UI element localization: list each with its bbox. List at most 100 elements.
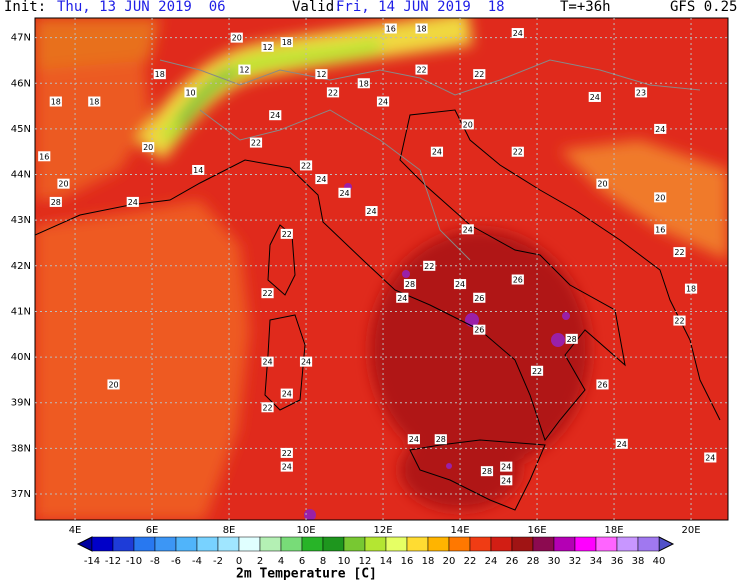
label-box <box>530 365 544 376</box>
lat-tick-label: 46N <box>11 78 31 89</box>
lon-tick-label: 14E <box>451 525 470 536</box>
label-value: 26 <box>513 275 523 284</box>
colorbar-tick-label: -10 <box>126 556 142 567</box>
lon-tick-label: 18E <box>605 525 624 536</box>
temperature-label: 26 <box>596 379 609 390</box>
temperature-label: 22 <box>415 64 428 75</box>
label-box <box>565 333 578 344</box>
label-value: 22 <box>282 230 292 239</box>
label-value: 18 <box>89 98 99 107</box>
temperature-label: 22 <box>280 228 293 239</box>
colorbar-tick-label: -14 <box>84 556 100 567</box>
temperature-label: 24 <box>376 96 390 107</box>
label-box <box>403 279 417 290</box>
label-box <box>596 379 609 390</box>
temperature-label: 24 <box>500 461 513 472</box>
label-box <box>596 178 609 189</box>
label-value: 10 <box>185 88 195 97</box>
label-value: 22 <box>282 449 292 458</box>
colorbar-tick-label: 0 <box>236 556 242 567</box>
colorbar-tick-label: 18 <box>422 556 435 567</box>
label-value: 24 <box>262 358 272 367</box>
label-value: 16 <box>655 225 665 234</box>
temperature-label: 22 <box>530 365 544 376</box>
label-box <box>384 23 397 34</box>
colorbar-tick-label: 24 <box>485 556 498 567</box>
temperature-label: 24 <box>511 28 524 38</box>
label-value: 22 <box>262 289 272 298</box>
label-value: 22 <box>416 66 426 75</box>
colorbar: 2m Temperature [C] -14 -12 -10 -8 -6 -4 -2 0 2 4 6… <box>76 536 675 580</box>
temperature-label: 22 <box>423 260 436 271</box>
label-value: 16 <box>386 24 396 33</box>
label-value: 24 <box>282 463 292 472</box>
label-box <box>88 96 101 107</box>
temperature-label: 20 <box>596 178 609 189</box>
temperature-labels: 20 12 18 16 18 24 18 12 12 18 22 22 10 18 18 24 23 22 24 24… <box>38 23 717 486</box>
label-box <box>126 196 139 207</box>
label-box <box>365 206 378 217</box>
header: Init: Thu, 13 JUN 2019 06 Valid: Fri, 14… <box>4 0 737 15</box>
label-value: 22 <box>674 317 684 326</box>
colorbar-segment <box>595 536 618 552</box>
temperature-label: 16 <box>38 151 51 162</box>
label-box <box>673 315 686 326</box>
label-value: 18 <box>155 70 165 79</box>
colorbar-segment <box>553 536 576 552</box>
label-box <box>434 434 447 445</box>
colorbar-high-arrow <box>658 536 675 552</box>
label-value: 12 <box>316 70 326 79</box>
label-box <box>615 438 628 449</box>
label-box <box>461 119 474 130</box>
label-box <box>473 292 486 303</box>
temperature-label: 26 <box>511 274 524 285</box>
label-value: 23 <box>636 88 646 97</box>
label-value: 22 <box>251 139 261 148</box>
colorbar-segment <box>511 536 534 552</box>
temperature-label: 18 <box>357 78 370 89</box>
lon-tick-label: 10E <box>297 525 316 536</box>
label-value: 24 <box>378 98 388 107</box>
label-box <box>357 78 370 89</box>
colorbar-segment <box>238 536 261 552</box>
temperature-label: 28 <box>403 279 417 290</box>
label-value: 24 <box>432 148 442 157</box>
colorbar-tick-label: 20 <box>443 556 456 567</box>
temperature-label: 23 <box>634 87 648 98</box>
label-box <box>423 260 436 271</box>
temperature-label: 24 <box>280 388 293 399</box>
label-value: 24 <box>397 294 407 303</box>
colorbar-segment <box>196 536 219 552</box>
temperature-label: 24 <box>338 187 351 198</box>
label-value: 18 <box>416 24 426 33</box>
label-value: 24 <box>617 440 627 449</box>
temperature-label: 26 <box>473 324 486 335</box>
temperature-label: 12 <box>238 64 251 75</box>
label-box <box>269 110 282 121</box>
label-box <box>142 142 155 153</box>
colorbar-segment <box>154 536 177 552</box>
temperature-label: 10 <box>184 87 197 98</box>
label-value: 20 <box>58 180 68 189</box>
graticule: 47N 46N 45N 44N 43N 42N 41N 40N 39N 38N 37N 4E 6E 8E 1… <box>11 18 728 536</box>
temperature-label: 14 <box>192 164 205 175</box>
temperature-label: 22 <box>299 160 313 171</box>
temperature-label: 22 <box>511 146 524 157</box>
label-box <box>654 123 667 134</box>
colorbar-segment <box>91 536 114 552</box>
label-box <box>280 388 293 399</box>
label-box <box>654 192 667 203</box>
temperature-label: 24 <box>396 292 409 303</box>
model-name: GFS 0.25 <box>670 0 737 15</box>
colorbar-segment <box>385 536 408 552</box>
label-box <box>473 69 486 80</box>
lat-tick-label: 44N <box>11 170 31 181</box>
label-value: 20 <box>597 180 607 189</box>
temperature-label: 22 <box>280 447 293 458</box>
label-value: 28 <box>436 435 446 444</box>
temperature-label: 18 <box>88 96 101 107</box>
colorbar-tick-label: -2 <box>213 556 223 567</box>
label-value: 22 <box>474 70 484 79</box>
hot-spots <box>304 183 570 520</box>
colorbar-tick-label: 6 <box>299 556 305 567</box>
